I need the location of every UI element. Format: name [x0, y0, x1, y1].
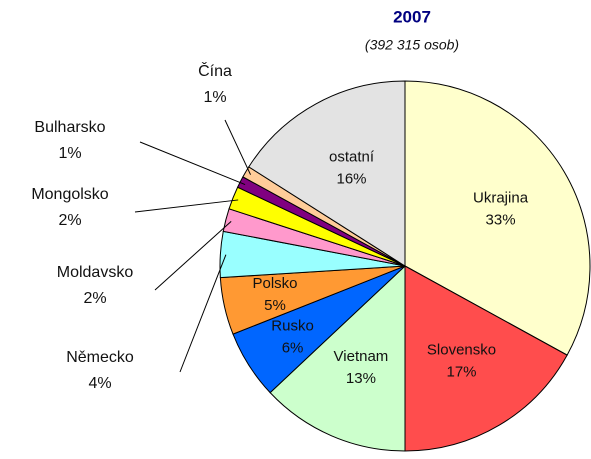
slice-value-label: 5%	[264, 297, 286, 314]
slice-value-label: 16%	[337, 171, 367, 188]
leader-line	[224, 119, 251, 175]
pie-slice	[404, 80, 591, 356]
slice-value-label: 4%	[88, 375, 111, 392]
slice-label: Německo	[66, 349, 134, 366]
slice-label: Bulharsko	[34, 119, 105, 136]
leader-line	[179, 254, 227, 373]
slice-label: ostatní	[329, 149, 375, 166]
slice-label: Mongolsko	[31, 186, 108, 203]
pie-slice	[248, 80, 406, 267]
pie-slice	[269, 264, 406, 452]
leader-line	[154, 221, 232, 291]
leader-line	[139, 141, 246, 185]
slice-value-label: 33%	[486, 211, 516, 228]
slice-label: Čína	[198, 61, 232, 80]
chart-subtitle: (392 315 osob)	[365, 37, 459, 53]
slice-value-label: 2%	[83, 290, 106, 307]
slice-label: Vietnam	[334, 348, 389, 365]
slice-value-label: 13%	[346, 370, 376, 387]
slice-label: Polsko	[252, 275, 297, 292]
leader-line	[134, 199, 239, 213]
chart-title: 2007	[393, 7, 431, 26]
slice-value-label: 6%	[282, 339, 304, 356]
slice-label: Rusko	[271, 317, 314, 334]
slice-value-label: 2%	[58, 212, 81, 229]
pie-slice	[404, 265, 568, 452]
slice-value-label: 1%	[203, 89, 226, 106]
slice-label: Slovensko	[427, 342, 496, 359]
slice-value-label: 17%	[446, 364, 476, 381]
slice-label: Ukrajina	[473, 189, 529, 206]
slice-label: Moldavsko	[57, 264, 134, 281]
slice-value-label: 1%	[58, 145, 81, 162]
